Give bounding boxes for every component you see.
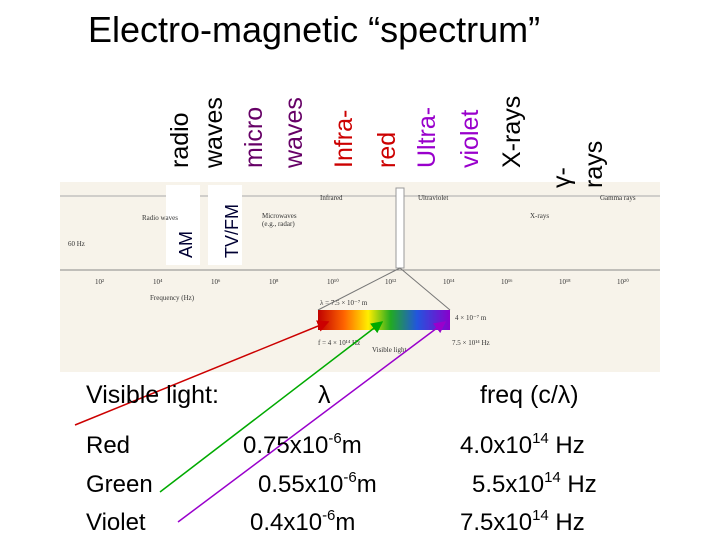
visible-label: Visible light <box>372 346 406 354</box>
title: Electro-magnetic “spectrum” <box>88 9 540 50</box>
band-label: γ- <box>548 167 576 188</box>
wl: 0.4x10 <box>250 509 322 536</box>
freq-heading: freq (c/λ) <box>480 381 579 409</box>
visible-strip <box>318 310 450 330</box>
color-name: Red <box>86 432 130 459</box>
region-label: (e.g., radar) <box>262 220 295 228</box>
band-label: waves <box>280 97 308 169</box>
freq-tick: 10¹⁶ <box>501 278 513 286</box>
band-label: radio <box>166 112 194 168</box>
band-label: rays <box>580 141 608 188</box>
lambda-heading: λ <box>318 381 331 409</box>
band-label: Infra- <box>330 110 358 168</box>
wavelength: 0.55x10-6m <box>258 469 377 498</box>
f: 4.0x10 <box>460 432 532 459</box>
label-box <box>166 185 200 265</box>
freq-tick: 10⁸ <box>269 278 279 286</box>
axis-label: Frequency (Hz) <box>150 294 195 302</box>
violet-arrow <box>177 321 447 523</box>
exp: 14 <box>532 430 549 447</box>
freq-tick: 10¹⁴ <box>443 278 455 286</box>
heading: Visible light: <box>86 381 219 409</box>
lambda: 4 × 10⁻⁷ m <box>455 314 487 322</box>
region-label: Ultraviolet <box>418 194 448 202</box>
exp: -6 <box>343 469 356 486</box>
exp: 14 <box>532 507 549 524</box>
f: 7.5x10 <box>460 509 532 536</box>
band-label: Ultra- <box>413 107 441 168</box>
exp: 14 <box>544 469 561 486</box>
f: 5.5x10 <box>472 471 544 498</box>
freq-tick: 10¹⁰ <box>327 278 339 286</box>
freq-tick: 10⁴ <box>153 278 163 286</box>
freq: f = 4 × 10¹⁴ Hz <box>318 339 360 347</box>
green-arrow <box>159 321 384 493</box>
band-label: micro <box>240 107 268 168</box>
exp: -6 <box>322 507 335 524</box>
sub-band-label: AM <box>176 231 196 258</box>
freq-tick: 10² <box>95 278 104 286</box>
region-label: Microwaves <box>262 212 297 220</box>
color-name: Violet <box>86 509 146 536</box>
unit: m <box>342 432 362 459</box>
label-box <box>208 185 242 265</box>
frequency: 7.5x1014 Hz <box>460 507 585 536</box>
band-label: red <box>373 132 401 168</box>
unit: Hz <box>549 509 585 536</box>
zoom-line <box>399 267 451 311</box>
freq-tick: 10¹² <box>385 278 396 286</box>
unit: Hz <box>549 432 585 459</box>
red-arrow <box>74 320 330 426</box>
exp: -6 <box>328 430 341 447</box>
color-name: Green <box>86 471 153 498</box>
freq-tick: 10¹⁸ <box>559 278 571 286</box>
region-label: Infrared <box>320 194 343 202</box>
freq: 7.5 × 10¹⁴ Hz <box>452 339 490 347</box>
region-label: X-rays <box>530 212 549 220</box>
unit: m <box>335 509 355 536</box>
wl: 0.55x10 <box>258 471 343 498</box>
unit: Hz <box>561 471 597 498</box>
region-label: Radio waves <box>142 214 178 222</box>
sub-band-label: TV/FM <box>222 204 242 258</box>
lambda: λ = 7.5 × 10⁻⁷ m <box>320 299 368 307</box>
visible-gap <box>395 187 405 269</box>
figure-bg <box>60 182 660 372</box>
frequency: 5.5x1014 Hz <box>472 469 597 498</box>
band-label: X-rays <box>498 96 526 168</box>
wavelength: 0.75x10-6m <box>243 430 362 459</box>
zoom-line <box>317 267 401 311</box>
region-label: Gamma rays <box>600 194 636 202</box>
band-label: waves <box>200 97 228 169</box>
unit: m <box>357 471 377 498</box>
freq-tick: 10²⁰ <box>617 278 629 286</box>
band-label: violet <box>456 110 484 168</box>
freq-tick: 10⁶ <box>211 278 221 286</box>
wavelength: 0.4x10-6m <box>250 507 355 536</box>
wl: 0.75x10 <box>243 432 328 459</box>
frequency: 4.0x1014 Hz <box>460 430 585 459</box>
note: 60 Hz <box>68 240 85 248</box>
